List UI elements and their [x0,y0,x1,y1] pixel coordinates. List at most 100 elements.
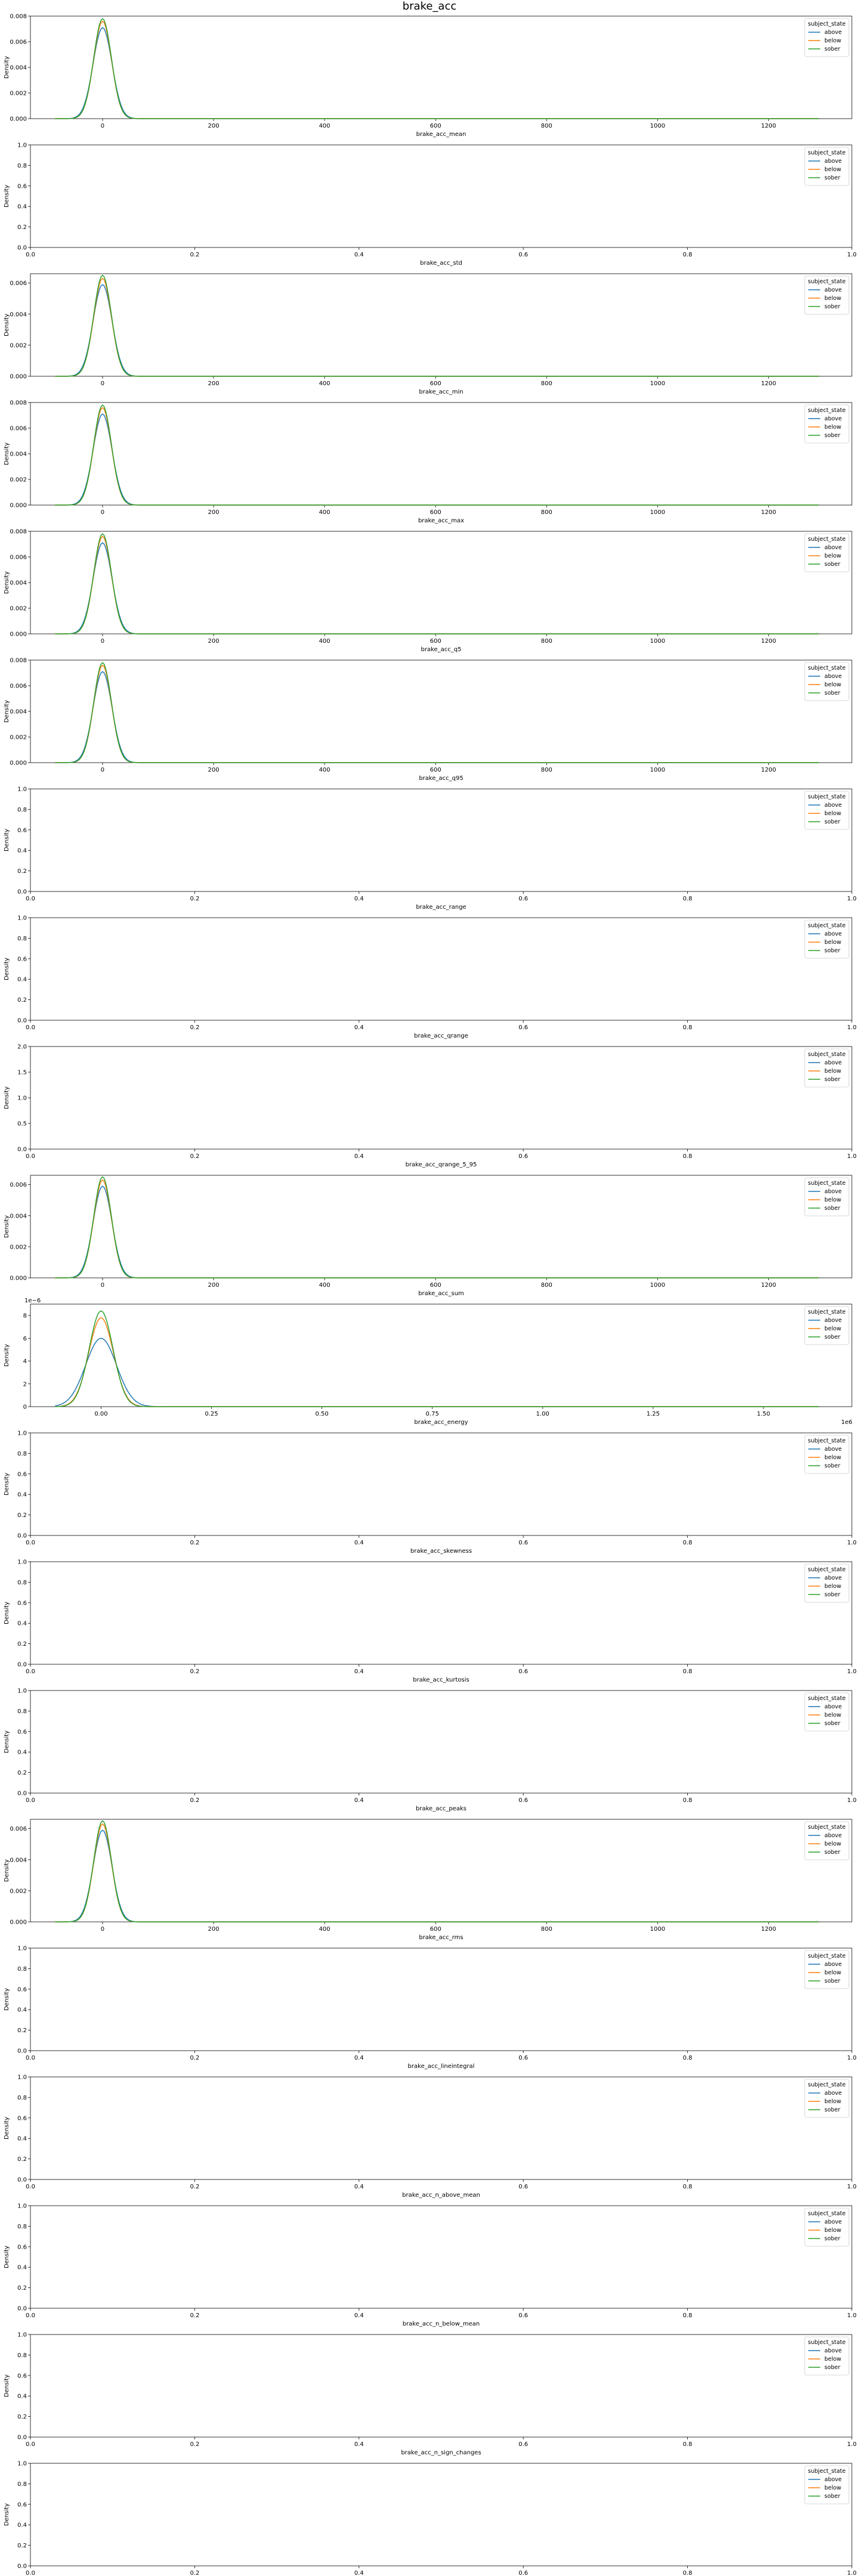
y-tick-label: 0.6 [17,1986,27,1993]
legend-label-below: below [824,166,841,173]
y-tick-label: 0.6 [17,2244,27,2250]
legend-box [804,1435,849,1474]
y-tick-label: 0.0 [17,2177,27,2184]
y-tick-label: 0.0 [17,245,27,252]
y-tick-label: 0.0 [17,2435,27,2441]
y-tick-label: 0.000 [10,1919,27,1926]
y-tick-label: 0.004 [10,580,27,587]
y-tick-label: 0.2 [17,224,27,231]
y-axis-label: Density [4,829,10,852]
y-tick-label: 0.000 [10,503,27,509]
y-axis-label: Density [4,1086,10,1109]
density-line-above [55,1185,819,1278]
legend-title: subject_state [808,1180,845,1187]
x-tick-label: 0.0 [26,2055,35,2061]
legend-box [804,1177,849,1216]
y-axis-label: Density [4,1602,10,1624]
y-axis-label: Density [4,1473,10,1496]
y-tick-label: 0.004 [10,451,27,458]
y-axis-label: Density [4,1730,10,1753]
y-tick-label: 0.000 [10,631,27,638]
x-tick-label: 0.8 [683,1153,693,1160]
y-tick-label: 1.0 [17,1431,27,1437]
legend-label-sober: sober [824,2493,841,2500]
y-tick-label: 0.4 [17,977,27,983]
x-tick-label: 0.4 [354,1797,364,1804]
legend-title: subject_state [808,1309,845,1315]
y-tick-label: 0.002 [10,342,27,349]
legend-label-below: below [824,295,841,302]
x-tick-label: 0.4 [354,1668,364,1675]
y-axis-label: Density [4,1988,10,2011]
y-tick-label: 0.004 [10,65,27,72]
y-axis-label: Density [4,185,10,208]
x-tick-label: 600 [430,767,441,773]
legend-label-sober: sober [824,1463,841,1469]
y-tick-label: 0.6 [17,827,27,834]
x-tick-label: 0.6 [518,1797,528,1804]
legend-label-above: above [824,2476,842,2483]
x-tick-label: 400 [319,767,330,773]
legend-label-below: below [824,1583,841,1590]
x-tick-label: 1.0 [847,2570,857,2576]
y-tick-label: 1.0 [17,915,27,922]
y-tick-label: 0.6 [17,2501,27,2508]
y-axis-label: Density [4,56,10,79]
legend-label-below: below [824,2485,841,2491]
y-tick-label: 0.6 [17,1600,27,1606]
x-axis-label: brake_acc_range [416,904,466,911]
y-tick-label: 0.0 [17,1662,27,1668]
legend-title: subject_state [808,1824,845,1831]
x-tick-label: 1.0 [847,2184,857,2190]
legend-label-above: above [824,287,842,293]
y-tick-label: 0.000 [10,116,27,123]
legend-label-below: below [824,1326,841,1332]
y-tick-label: 0.4 [17,1750,27,1756]
density-line-below [55,1317,819,1407]
x-tick-label: 0 [101,1926,104,1933]
x-tick-label: 0.2 [190,1797,199,1804]
legend-title: subject_state [808,1051,845,1058]
x-tick-label: 0.8 [683,2312,693,2319]
legend-label-sober: sober [824,561,841,568]
y-tick-label: 0.4 [17,2265,27,2271]
x-tick-label: 0 [101,509,104,516]
y-tick-label: 0.0 [17,1018,27,1024]
x-tick-label: 0.0 [26,2312,35,2319]
y-tick-label: 0.8 [17,2352,27,2359]
y-tick-label: 0.000 [10,374,27,380]
x-tick-label: 0.2 [190,2441,199,2448]
x-tick-label: 800 [541,380,552,387]
legend-label-above: above [824,1961,842,1968]
x-tick-label: 0 [101,380,104,387]
x-axis-label: brake_acc_std [420,260,462,267]
legend-label-below: below [824,1197,841,1203]
x-tick-label: 1.0 [847,1668,857,1675]
density-line-below [55,20,819,119]
legend-box [804,2465,849,2504]
x-tick-label: 0.6 [518,2441,528,2448]
y-axis-label: Density [4,2117,10,2140]
y-axis-label: Density [4,314,10,336]
legend-label-above: above [824,673,842,680]
y-tick-label: 1.0 [17,2332,27,2339]
y-tick-label: 0.008 [10,529,27,535]
x-tick-label: 1.0 [847,1540,857,1546]
plot-frame [30,531,852,634]
plot-frame [30,2463,852,2566]
x-tick-label: 0.8 [683,2441,693,2448]
legend-label-below: below [824,810,841,817]
y-tick-label: 0.2 [17,2156,27,2163]
x-tick-label: 1.00 [536,1411,549,1417]
y-tick-label: 0.2 [17,1641,27,1648]
x-tick-label: 400 [319,638,330,645]
x-tick-label: 400 [319,1282,330,1289]
y-axis-label: Density [4,1344,10,1367]
y-tick-label: 2.0 [17,1044,27,1051]
legend-title: subject_state [808,2339,845,2346]
y-tick-label: 1.0 [17,787,27,793]
y-tick-label: 0.4 [17,2136,27,2142]
legend-title: subject_state [808,150,845,156]
y-tick-label: 0.8 [17,1708,27,1715]
legend-label-above: above [824,802,842,809]
